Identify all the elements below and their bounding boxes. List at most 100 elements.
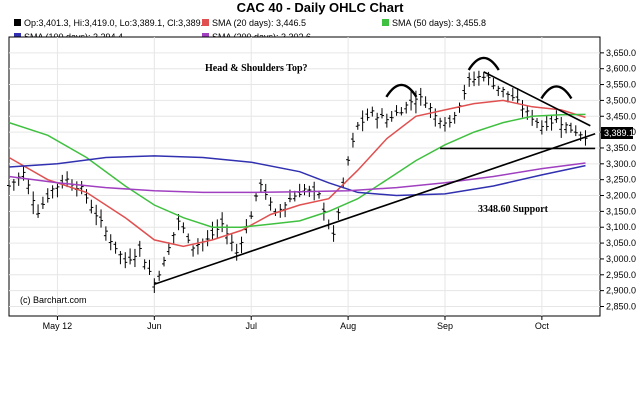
pattern-annotation: Head & Shoulders Top? (205, 63, 308, 74)
ohlc-bar (89, 199, 94, 214)
y-tick-label: 3,550.0 (606, 80, 636, 90)
y-tick-label: 3,000.0 (606, 254, 636, 264)
ohlc-bar (380, 108, 385, 119)
ohlc-bar (549, 114, 554, 131)
ohlc-bar (452, 111, 457, 124)
legend-entry: Op:3,401.3, Hi:3,419.0, Lo:3,389.1, Cl:3… (24, 18, 208, 28)
ohlc-bar (11, 178, 16, 191)
x-tick-label: Oct (535, 321, 550, 331)
ohlc-bar (258, 178, 263, 193)
ohlc-bar (350, 132, 355, 148)
ohlc-bar (181, 222, 186, 234)
ohlc-bar (496, 85, 501, 97)
y-tick-label: 3,150.0 (606, 206, 636, 216)
ohlc-bar (118, 251, 123, 265)
trendline-downtrend (483, 71, 591, 127)
ohlc-bar (384, 113, 389, 128)
chart-title: CAC 40 - Daily OHLC Chart (237, 0, 405, 15)
ohlc-bar (186, 233, 191, 244)
ohlc-bar (535, 118, 540, 129)
sma-line (8, 162, 586, 194)
y-tick-label: 3,500.0 (606, 95, 636, 105)
ohlc-bar (229, 234, 234, 252)
ohlc-bar (128, 248, 133, 265)
ohlc-bar (191, 245, 196, 257)
ohlc-bar (55, 183, 60, 198)
ohlc-bar (292, 190, 297, 202)
y-tick-label: 3,100.0 (606, 222, 636, 232)
ohlc-bar (442, 117, 447, 132)
ohlc-bar (355, 122, 360, 130)
x-tick-label: Sep (437, 321, 453, 331)
ohlc-bar (50, 185, 55, 199)
support-annotation: 3348.60 Support (478, 204, 549, 215)
ohlc-bar (254, 193, 259, 202)
y-tick-label: 3,300.0 (606, 159, 636, 169)
ohlc-bar (573, 125, 578, 137)
y-tick-label: 3,650.0 (606, 48, 636, 58)
ohlc-bar (137, 240, 142, 257)
ohlc-bar (166, 242, 171, 255)
trendline-uptrend (154, 132, 596, 286)
y-tick-label: 3,600.0 (606, 64, 636, 74)
ohlc-bar (7, 182, 11, 191)
y-tick-label: 2,850.0 (606, 301, 636, 311)
y-axis: 3,650.03,600.03,550.03,500.03,450.03,400… (600, 48, 636, 311)
credit-text: (c) Barchart.com (20, 295, 87, 305)
ohlc-bar (559, 116, 564, 138)
sma-line (8, 155, 586, 197)
ohlc-bar (171, 232, 176, 244)
last-close-marker: 3,389.1 (601, 127, 634, 139)
ohlc-bar (321, 202, 326, 221)
ohlc-bar (491, 77, 496, 90)
ohlc-bar (544, 115, 549, 131)
ohlc-bar (205, 230, 210, 247)
x-tick-label: May 12 (43, 321, 73, 331)
ohlc-bar (108, 234, 113, 251)
ohlc-bar (467, 72, 472, 87)
x-tick-label: Jul (245, 321, 257, 331)
ohlc-bar (176, 213, 181, 231)
ohlc-bar (501, 86, 506, 98)
ohlc-bar (157, 270, 162, 281)
ohlc-bar (476, 70, 481, 86)
ohlc-bar (162, 256, 167, 267)
ohlc-bar (336, 208, 341, 221)
sma-line (8, 99, 586, 248)
ohlc-bar (195, 238, 200, 255)
arc-head (467, 56, 500, 71)
ohlc-bar (409, 90, 414, 111)
ohlc-bar (45, 188, 50, 203)
ohlc-bar (123, 252, 128, 269)
ohlc-bar (84, 189, 89, 204)
x-tick-label: Jun (147, 321, 162, 331)
ohlc-bar (418, 87, 423, 106)
y-tick-label: 3,200.0 (606, 191, 636, 201)
legend-swatch (202, 19, 209, 26)
ohlc-bar (404, 101, 409, 114)
ohlc-bar (510, 87, 515, 101)
ohlc-bar (249, 211, 254, 219)
ohlc-bar (239, 236, 244, 254)
ohlc-bar (210, 221, 215, 241)
plot-frame (8, 36, 601, 317)
ohlc-bar (423, 96, 428, 108)
ohlc-bar (399, 107, 404, 116)
ohlc-bar (36, 204, 41, 218)
y-tick-label: 3,050.0 (606, 238, 636, 248)
arc-left-shoulder (385, 83, 418, 98)
ohlc-bar (360, 110, 365, 132)
ohlc-bar (370, 106, 375, 117)
ohlc-bar (26, 178, 31, 195)
ohlc-bar (94, 204, 99, 226)
moving-averages (8, 99, 586, 248)
y-tick-label: 2,950.0 (606, 270, 636, 280)
legend-entry: SMA (20 days): 3,446.5 (212, 18, 306, 28)
ohlc-bar (234, 243, 239, 261)
ohlc-bar (539, 120, 544, 135)
ohlc-bar (103, 226, 108, 241)
ohlc-bar (99, 209, 104, 228)
ohlc-bar (394, 105, 399, 116)
ohlc-bar (31, 191, 36, 215)
